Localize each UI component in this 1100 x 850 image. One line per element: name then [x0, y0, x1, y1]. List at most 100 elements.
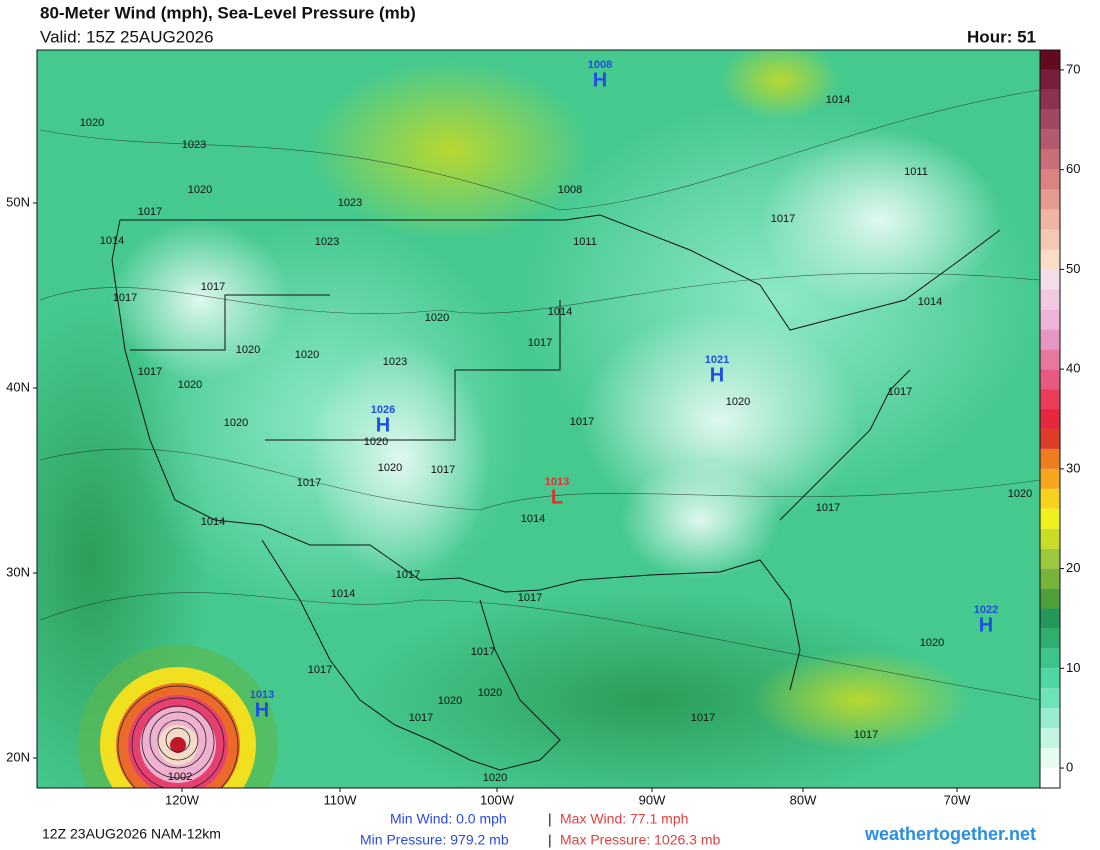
forecast-hour: Hour: 51: [967, 27, 1036, 46]
colorbar-bin: [1040, 309, 1060, 330]
colorbar-bin: [1040, 169, 1060, 190]
colorbar-bin: [1040, 129, 1060, 150]
isobar-label: 1017: [297, 477, 321, 489]
isobar-label: 1017: [308, 664, 332, 676]
colorbar-bin: [1040, 149, 1060, 170]
lat-label: 40N: [6, 379, 30, 394]
isobar-label: 1017: [771, 213, 795, 225]
isobar-label: 1002: [168, 771, 192, 783]
shade: [620, 460, 780, 580]
colorbar-bin: [1040, 249, 1060, 270]
lon-label: 90W: [639, 792, 666, 807]
isobar-label: 1017: [396, 569, 420, 581]
isobar-label: 1017: [201, 281, 225, 293]
colorbar-bin: [1040, 728, 1060, 749]
map-labels: 50N 40N 30N 20N 120W 110W 100W 90W 80W 70W 1014 101…: [6, 59, 1032, 808]
shade: [310, 60, 590, 240]
colorbar: 0 10 20 30 40 50 60 70: [1039, 49, 1080, 789]
colorbar-bin: [1040, 508, 1060, 529]
isobar-label: 1017: [888, 386, 912, 398]
shade: [760, 130, 1000, 310]
lon-label: 120W: [165, 792, 200, 807]
isobar-label: 1014: [201, 516, 225, 528]
isobar-label: 1017: [409, 712, 433, 724]
shade: [310, 340, 490, 580]
isobar-label: 1017: [518, 592, 542, 604]
colorbar-bin: [1040, 289, 1060, 310]
center-pressure: 1026: [371, 404, 395, 416]
colorbar-bin: [1040, 648, 1060, 669]
lon-label: 80W: [790, 792, 817, 807]
center-pressure: 1008: [588, 59, 612, 71]
colorbar-bin: [1040, 229, 1060, 250]
colorbar-tick-label: 60: [1066, 161, 1080, 176]
isobar-label: 1020: [80, 117, 104, 129]
colorbar-bin: [1040, 488, 1060, 509]
isobar-label: 1014: [100, 235, 124, 247]
isobar-label: 1020: [295, 349, 319, 361]
isobar-label: 1020: [236, 344, 260, 356]
isobar-label: 1011: [573, 236, 597, 248]
center-letter: H: [593, 69, 607, 91]
colorbar-bin: [1040, 548, 1060, 569]
colorbar-bin: [1040, 608, 1060, 629]
center-letter: H: [979, 614, 993, 636]
isobar-label: 1014: [521, 513, 545, 525]
colorbar-bin: [1040, 89, 1060, 110]
isobar-label: 1014: [548, 306, 572, 318]
isobar-label: 1017: [854, 729, 878, 741]
isobar-label: 1017: [570, 416, 594, 428]
colorbar-bin: [1040, 528, 1060, 549]
lon-label: 100W: [480, 792, 515, 807]
isobar-label: 1020: [920, 637, 944, 649]
colorbar-bin: [1040, 369, 1060, 390]
min-wind: Min Wind: 0.0 mph: [390, 811, 507, 827]
isobar-label: 1020: [364, 436, 388, 448]
colorbar-bin: [1040, 448, 1060, 469]
title: 80-Meter Wind (mph), Sea-Level Pressure …: [40, 3, 416, 22]
colorbar-bin: [1040, 349, 1060, 370]
lon-label: 70W: [944, 792, 971, 807]
colorbar-bin: [1040, 708, 1060, 729]
isobars: [39, 89, 1040, 701]
max-pressure: Max Pressure: 1026.3 mb: [560, 832, 721, 848]
colorbar-bin: [1040, 468, 1060, 489]
colorbar-bin: [1040, 768, 1060, 788]
center-letter: L: [551, 486, 563, 508]
shade: [750, 650, 970, 750]
hurricane: [78, 645, 278, 788]
isobar-label: 1020: [178, 379, 202, 391]
isobar-label: 1017: [138, 366, 162, 378]
isobar-label: 1023: [338, 197, 362, 209]
center-letter: H: [255, 699, 269, 721]
isobar-label: 1020: [483, 772, 507, 784]
colorbar-bin: [1040, 189, 1060, 210]
colorbar-bin: [1040, 628, 1060, 649]
colorbar-bin: [1040, 269, 1060, 290]
isobar-label: 1011: [904, 166, 928, 178]
isobar-label: 1014: [826, 94, 850, 106]
site-name: weathertogether.net: [864, 824, 1036, 844]
model-run: 12Z 23AUG2026 NAM-12km: [42, 826, 221, 842]
isobar-label: 1023: [383, 356, 407, 368]
isobar-label: 1020: [726, 396, 750, 408]
isobar-label: 1017: [816, 502, 840, 514]
colorbar-bin: [1040, 588, 1060, 609]
colorbar-bin: [1040, 209, 1060, 230]
valid-time: Valid: 15Z 25AUG2026: [40, 27, 214, 46]
colorbar-tick-label: 30: [1066, 460, 1080, 475]
isobar-label: 1017: [528, 337, 552, 349]
isobar-label: 1017: [138, 206, 162, 218]
isobar-label: 1017: [431, 464, 455, 476]
isobar-label: 1020: [378, 462, 402, 474]
colorbar-tick-label: 50: [1066, 261, 1080, 276]
lat-label: 20N: [6, 749, 30, 764]
separator: |: [548, 832, 552, 848]
isobar-label: 1008: [558, 184, 582, 196]
colorbar-bin: [1040, 389, 1060, 410]
isobar-label: 1020: [438, 695, 462, 707]
colorbar-bin: [1040, 69, 1060, 90]
isobar-label: 1017: [113, 292, 137, 304]
center-letter: H: [376, 414, 390, 436]
max-wind: Max Wind: 77.1 mph: [560, 811, 688, 827]
